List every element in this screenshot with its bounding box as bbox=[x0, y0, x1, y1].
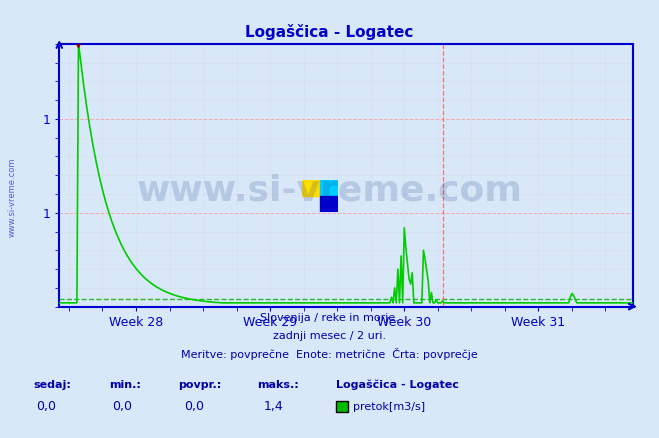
Text: Meritve: povprečne  Enote: metrične  Črta: povprečje: Meritve: povprečne Enote: metrične Črta:… bbox=[181, 348, 478, 360]
Text: 0,0: 0,0 bbox=[36, 399, 56, 413]
Text: 0,0: 0,0 bbox=[112, 399, 132, 413]
Text: 0,0: 0,0 bbox=[185, 399, 204, 413]
Text: Slovenija / reke in morje.: Slovenija / reke in morje. bbox=[260, 313, 399, 323]
Text: zadnji mesec / 2 uri.: zadnji mesec / 2 uri. bbox=[273, 331, 386, 341]
Text: Logaščica - Logatec: Logaščica - Logatec bbox=[336, 379, 459, 390]
Bar bbox=[320, 196, 338, 212]
Text: povpr.:: povpr.: bbox=[178, 380, 221, 390]
Text: maks.:: maks.: bbox=[257, 380, 299, 390]
Text: pretok[m3/s]: pretok[m3/s] bbox=[353, 402, 424, 412]
Text: Logaščica - Logatec: Logaščica - Logatec bbox=[245, 24, 414, 40]
Text: sedaj:: sedaj: bbox=[33, 380, 71, 390]
Text: 1,4: 1,4 bbox=[264, 399, 283, 413]
Text: www.si-vreme.com: www.si-vreme.com bbox=[8, 157, 17, 237]
Text: www.si-vreme.com: www.si-vreme.com bbox=[136, 173, 523, 208]
Bar bbox=[320, 180, 338, 196]
Text: min.:: min.: bbox=[109, 380, 140, 390]
Bar bbox=[302, 180, 320, 196]
